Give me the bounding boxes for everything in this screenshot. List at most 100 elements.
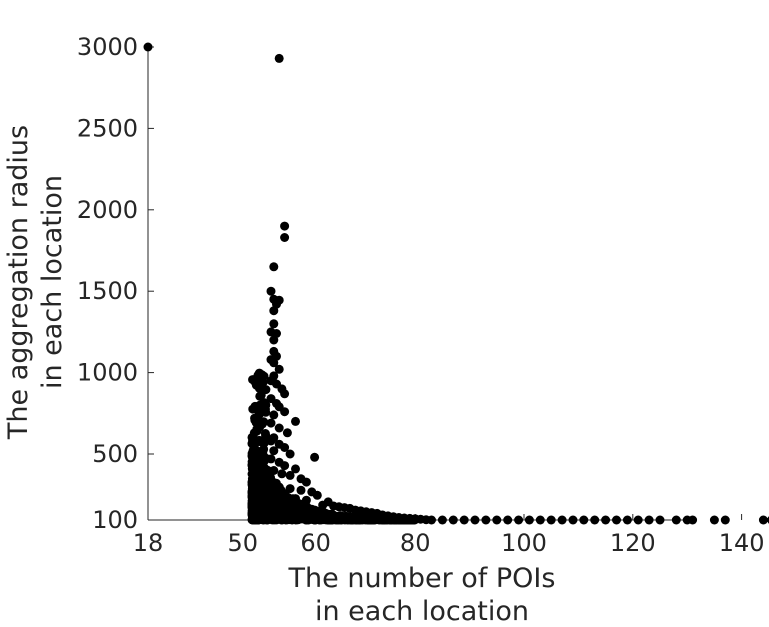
- data-point: [326, 515, 336, 525]
- data-point: [514, 515, 524, 525]
- data-point: [269, 410, 279, 420]
- data-point: [612, 515, 621, 525]
- x-tick-labels: 18506080100120140160180: [133, 529, 765, 557]
- data-point: [248, 436, 258, 446]
- data-point: [557, 515, 567, 525]
- y-axis-title-line-2: in each location: [37, 175, 68, 389]
- data-point: [720, 515, 730, 525]
- y-tick-label: 3000: [77, 33, 138, 61]
- data-point: [273, 507, 283, 517]
- data-point: [376, 514, 386, 524]
- data-point: [590, 515, 600, 525]
- x-tick-label: 120: [610, 529, 656, 557]
- data-point: [633, 515, 643, 525]
- y-tick-label: 100: [92, 506, 138, 534]
- data-point: [280, 461, 290, 471]
- data-point: [295, 499, 304, 509]
- data-point: [492, 515, 502, 525]
- data-point: [254, 481, 264, 490]
- data-point: [285, 470, 295, 480]
- data-point: [579, 515, 589, 525]
- data-point: [310, 452, 320, 462]
- data-point: [481, 515, 491, 525]
- data-point: [249, 447, 259, 457]
- y-tick-label: 1500: [77, 277, 138, 305]
- data-point: [601, 515, 611, 525]
- data-point: [622, 515, 632, 525]
- data-point: [277, 469, 287, 479]
- data-point: [266, 418, 276, 428]
- data-point: [269, 335, 279, 345]
- data-point: [280, 233, 290, 242]
- data-point: [269, 262, 279, 272]
- data-point: [398, 515, 408, 525]
- data-point: [427, 515, 436, 525]
- data-point: [655, 515, 665, 525]
- data-point: [266, 286, 276, 296]
- data-point: [459, 515, 469, 525]
- x-tick-label: 140: [719, 529, 765, 557]
- x-tick-label: 60: [300, 529, 331, 557]
- data-point: [546, 515, 556, 525]
- scatter-points: [143, 42, 769, 525]
- data-point: [280, 389, 290, 399]
- y-tick-labels: 100 500 1000 1500 2000 2500 3000: [77, 33, 138, 534]
- tick-marks: [147, 46, 743, 521]
- data-point: [276, 486, 286, 496]
- data-point: [251, 414, 261, 424]
- data-point: [470, 515, 480, 525]
- data-point: [318, 500, 328, 510]
- data-point: [282, 428, 292, 438]
- data-point: [568, 515, 578, 525]
- data-point: [688, 515, 698, 525]
- data-point: [269, 446, 279, 456]
- data-point: [249, 471, 258, 480]
- x-tick-label: 50: [227, 529, 258, 557]
- data-point: [280, 509, 290, 519]
- data-point: [280, 407, 290, 417]
- data-point: [248, 513, 258, 523]
- x-tick-label: 100: [501, 529, 547, 557]
- data-point: [291, 464, 300, 474]
- data-point: [250, 404, 260, 413]
- data-point: [758, 515, 768, 525]
- data-point: [357, 514, 366, 524]
- data-point: [301, 477, 311, 487]
- data-point: [503, 515, 513, 525]
- data-point: [253, 455, 263, 465]
- x-axis-title-line-2: in each location: [315, 596, 529, 627]
- data-point: [260, 488, 270, 497]
- data-point: [253, 370, 263, 380]
- data-point: [437, 515, 447, 525]
- data-point: [535, 515, 545, 525]
- y-tick-label: 1000: [77, 359, 138, 387]
- data-point: [269, 358, 279, 368]
- data-point: [276, 498, 285, 508]
- data-point: [259, 417, 269, 427]
- data-point: [644, 515, 654, 525]
- data-point: [274, 364, 284, 374]
- data-point: [274, 53, 284, 63]
- data-point: [280, 221, 290, 231]
- y-tick-label: 2500: [77, 114, 138, 142]
- data-point: [407, 515, 417, 525]
- data-point: [671, 515, 681, 525]
- data-point: [269, 319, 279, 329]
- data-point: [302, 511, 312, 521]
- x-tick-label: 18: [133, 529, 164, 557]
- data-point: [257, 404, 267, 414]
- data-point: [448, 515, 458, 525]
- y-tick-label: 500: [92, 440, 138, 468]
- data-point: [312, 514, 322, 524]
- data-point: [143, 42, 153, 52]
- y-tick-label: 2000: [77, 196, 138, 224]
- data-point: [249, 428, 259, 438]
- data-point: [254, 383, 264, 393]
- data-point: [274, 423, 284, 433]
- data-point: [255, 437, 265, 447]
- x-tick-label: 80: [400, 529, 431, 557]
- data-point: [296, 485, 306, 495]
- data-point: [289, 509, 299, 519]
- data-point: [285, 449, 295, 459]
